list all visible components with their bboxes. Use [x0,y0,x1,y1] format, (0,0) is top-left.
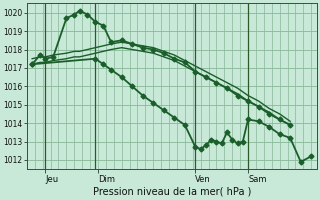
X-axis label: Pression niveau de la mer( hPa ): Pression niveau de la mer( hPa ) [92,187,251,197]
